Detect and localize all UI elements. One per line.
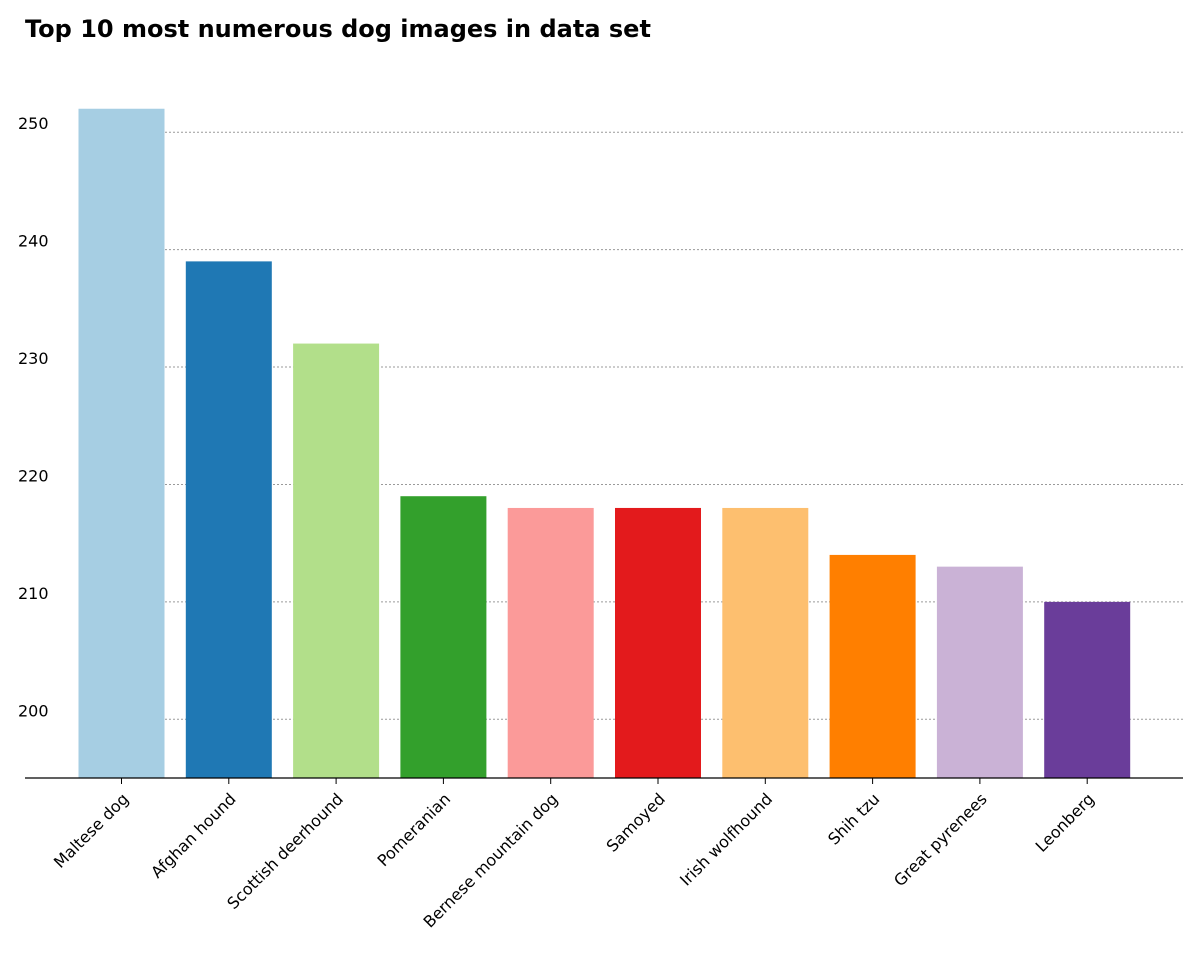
x-tick-label: Shih tzu: [824, 789, 883, 848]
chart-title: Top 10 most numerous dog images in data …: [25, 15, 651, 43]
x-tick-label: Afghan hound: [147, 789, 239, 881]
bar-afghan-hound: [185, 261, 272, 779]
y-tick-label: 250: [18, 114, 49, 133]
y-tick-label: 210: [18, 584, 49, 603]
x-tick-label: Great pyrenees: [890, 789, 991, 890]
y-tick-label: 200: [18, 701, 49, 720]
bars: [78, 108, 1131, 779]
y-axis-ticks: 200 210 220 230 240 250: [18, 114, 49, 720]
bar-bernese-mountain-dog: [507, 507, 594, 778]
x-tick-label: Leonberg: [1032, 789, 1098, 855]
x-tick-label: Maltese dog: [50, 789, 132, 871]
bar-samoyed: [615, 507, 701, 778]
bar-maltese-dog: [78, 108, 165, 778]
bar-irish-wolfhound: [722, 507, 809, 778]
x-tick-label: Samoyed: [602, 789, 668, 855]
y-tick-label: 240: [18, 232, 49, 251]
bar-leonberg: [1044, 601, 1131, 778]
bar-great-pyrenees: [936, 566, 1023, 778]
bar-shih-tzu: [829, 554, 916, 778]
bar-scottish-deerhound: [293, 343, 380, 778]
y-tick-label: 230: [18, 349, 49, 368]
y-tick-label: 220: [18, 466, 49, 485]
bar-pomeranian: [400, 496, 487, 778]
x-tick-label: Irish wolfhound: [676, 789, 776, 889]
x-tick-label: Pomeranian: [373, 789, 454, 870]
x-tick-label: Scottish deerhound: [223, 789, 347, 913]
